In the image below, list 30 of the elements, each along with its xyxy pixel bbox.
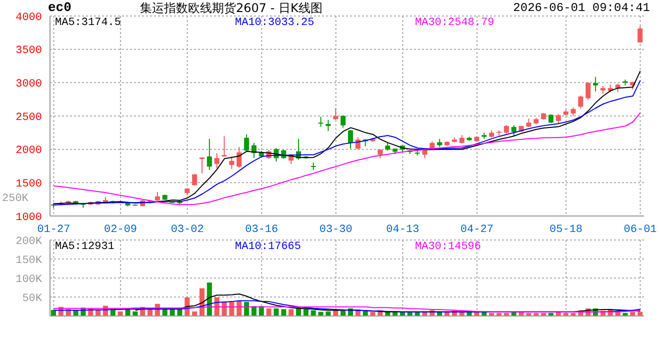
x-tick-label: 04-13 xyxy=(386,224,420,236)
y-tick-label: 4000 xyxy=(16,12,42,24)
text: 2026-06-01 09:04:41 xyxy=(513,1,650,15)
x-tick-label: 06-01 xyxy=(624,224,658,236)
x-tick-label: 02-09 xyxy=(104,224,138,236)
text: MA10:17665 xyxy=(235,241,302,253)
y-tick-label: 100K xyxy=(16,274,42,286)
y-tick-label: 200K xyxy=(16,236,42,248)
text: MA5:12931 xyxy=(55,241,116,253)
text: 250K xyxy=(2,193,28,205)
y-tick-label: 1500 xyxy=(16,178,42,191)
x-tick-label: 03-02 xyxy=(170,224,204,236)
text: MA10:3033.25 xyxy=(235,17,316,29)
text: MA5:3174.5 xyxy=(55,17,122,29)
y-tick-label: 1000 xyxy=(16,212,42,224)
y-tick-label: 2000 xyxy=(16,145,42,158)
x-tick-label: 03-16 xyxy=(245,224,278,236)
x-tick-label: 01-27 xyxy=(37,224,70,236)
y-tick-label: 50K xyxy=(22,292,42,305)
text: MA30:14596 xyxy=(415,241,482,253)
y-tick-label: 3500 xyxy=(16,45,42,58)
y-tick-label: 2500 xyxy=(16,112,42,124)
y-tick-label: 3000 xyxy=(16,78,42,91)
y-tick-label: 150K xyxy=(16,254,42,267)
x-tick-label: 04-27 xyxy=(460,224,494,236)
x-tick-label: 05-18 xyxy=(550,224,583,236)
x-tick-label: 03-30 xyxy=(319,224,352,236)
text: ec0 xyxy=(48,0,72,15)
chart-title: 集运指数欧线期货2607 - 日K线图 xyxy=(140,0,322,17)
text: MA30:2548.79 xyxy=(415,17,496,29)
